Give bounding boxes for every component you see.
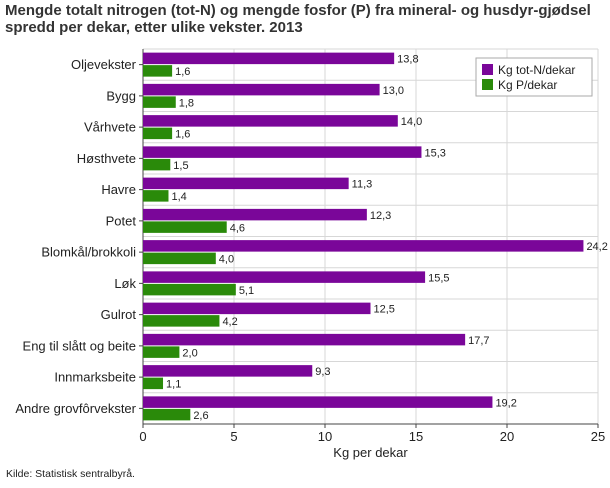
bar-fosfor — [143, 408, 191, 421]
x-tick-label: 20 — [500, 429, 514, 444]
data-label-nitrogen: 12,5 — [374, 304, 395, 316]
data-label-fosfor: 4,6 — [230, 222, 245, 234]
category-label: Gulrot — [101, 307, 137, 322]
chart-title: Mengde totalt nitrogen (tot-N) og mengde… — [5, 2, 591, 36]
bar-nitrogen — [143, 146, 422, 158]
legend-swatch — [482, 64, 493, 75]
x-tick-label: 5 — [230, 429, 237, 444]
bar-nitrogen — [143, 177, 349, 190]
bar-nitrogen — [143, 302, 371, 315]
bar-fosfor — [143, 252, 216, 265]
data-label-nitrogen: 14,0 — [401, 116, 422, 128]
bar-nitrogen — [143, 271, 426, 283]
x-tick-label: 15 — [409, 429, 423, 444]
bar-nitrogen — [143, 240, 584, 252]
bar-fosfor — [143, 221, 227, 233]
bar-fosfor — [143, 190, 169, 202]
data-label-fosfor: 1,6 — [175, 66, 190, 78]
category-label: Løk — [114, 276, 136, 291]
x-axis-title: Kg per dekar — [333, 445, 408, 460]
bar-nitrogen — [143, 365, 313, 377]
category-label: Andre grovfôrvekster — [15, 401, 136, 416]
data-label-fosfor: 1,1 — [166, 379, 181, 391]
bar-nitrogen — [143, 333, 466, 346]
category-label: Eng til slått og beite — [23, 338, 136, 353]
category-label: Potet — [106, 213, 137, 228]
data-label-nitrogen: 24,2 — [586, 241, 607, 253]
data-label-fosfor: 4,2 — [222, 316, 237, 328]
data-label-nitrogen: 11,3 — [352, 179, 373, 191]
data-label-nitrogen: 19,2 — [495, 397, 516, 409]
bar-nitrogen — [143, 396, 493, 408]
bar-nitrogen — [143, 115, 398, 127]
category-label: Bygg — [106, 88, 136, 103]
data-label-fosfor: 2,0 — [182, 347, 197, 359]
data-label-fosfor: 2,6 — [193, 410, 208, 422]
bar-fosfor — [143, 346, 180, 358]
data-label-nitrogen: 9,3 — [315, 366, 330, 378]
data-label-fosfor: 5,1 — [239, 285, 254, 297]
data-label-nitrogen: 13,8 — [397, 54, 418, 66]
bar-fosfor — [143, 315, 220, 327]
data-label-fosfor: 1,6 — [175, 129, 190, 141]
data-label-fosfor: 1,5 — [173, 160, 188, 172]
category-label: Høsthvete — [77, 151, 136, 166]
x-tick-label: 25 — [591, 429, 605, 444]
bar-nitrogen — [143, 208, 367, 221]
data-label-nitrogen: 12,3 — [370, 210, 391, 222]
bar-nitrogen — [143, 52, 395, 65]
category-label: Innmarksbeite — [54, 370, 136, 385]
bar-nitrogen — [143, 83, 380, 96]
data-label-fosfor: 1,8 — [179, 97, 194, 109]
data-label-nitrogen: 17,7 — [468, 335, 489, 347]
category-label: Blomkål/brokkoli — [41, 245, 136, 260]
category-label: Havre — [101, 182, 136, 197]
legend-label: Kg tot-N/dekar — [498, 63, 575, 77]
category-label: Oljevekster — [71, 57, 137, 72]
data-label-nitrogen: 13,0 — [383, 85, 404, 97]
x-tick-label: 0 — [139, 429, 146, 444]
bar-fosfor — [143, 158, 171, 171]
bar-fosfor — [143, 127, 173, 140]
source-note: Kilde: Statistisk sentralbyrå. — [6, 468, 135, 480]
data-label-nitrogen: 15,5 — [428, 272, 449, 284]
data-label-fosfor: 1,4 — [171, 191, 186, 203]
legend-box — [475, 57, 593, 97]
bar-fosfor — [143, 65, 173, 77]
bar-fosfor — [143, 377, 164, 390]
legend-label: Kg P/dekar — [498, 78, 557, 92]
category-label: Vårhvete — [84, 120, 136, 135]
x-tick-label: 10 — [318, 429, 332, 444]
data-label-nitrogen: 15,3 — [424, 147, 445, 159]
data-label-fosfor: 4,0 — [219, 254, 234, 266]
bar-fosfor — [143, 96, 176, 108]
bar-fosfor — [143, 283, 236, 296]
legend-swatch — [482, 79, 493, 90]
